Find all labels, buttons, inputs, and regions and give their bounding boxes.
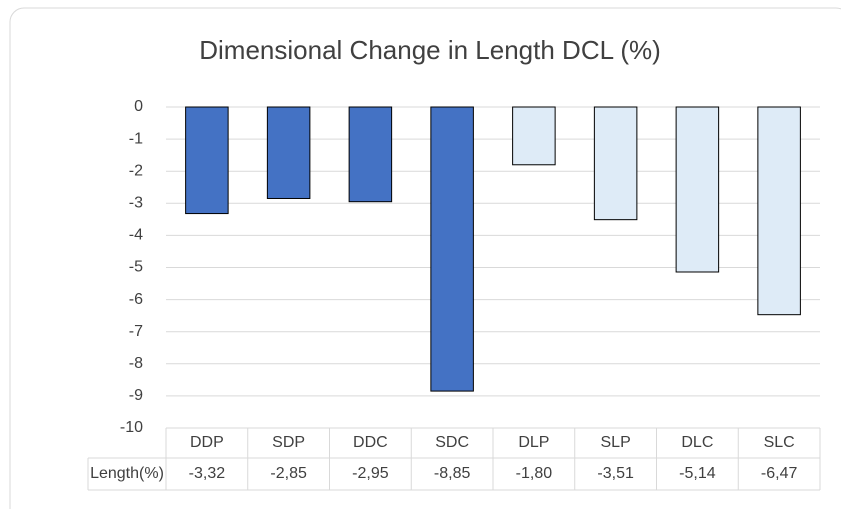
y-tick-label: -6 — [129, 291, 143, 308]
x-tick-label: SDC — [435, 434, 469, 451]
x-tick-label: DDP — [190, 434, 224, 451]
y-tick-label: -2 — [129, 162, 143, 179]
data-label: -2,95 — [352, 465, 389, 482]
bar — [675, 106, 720, 273]
data-label: -2,85 — [270, 465, 307, 482]
bar — [348, 106, 393, 203]
data-label: -8,85 — [434, 465, 471, 482]
y-tick-label: 0 — [134, 98, 143, 115]
y-tick-label: -4 — [129, 227, 143, 244]
y-tick-label: -5 — [129, 259, 143, 276]
legend-label: Length(%) — [90, 465, 164, 482]
bar — [757, 106, 801, 316]
data-label: -1,80 — [516, 465, 553, 482]
x-tick-label: SLC — [764, 434, 795, 451]
y-tick-label: -7 — [129, 323, 143, 340]
bar — [430, 106, 474, 392]
data-label: -3,32 — [189, 465, 226, 482]
bar — [185, 106, 229, 215]
bar — [266, 106, 311, 199]
y-tick-label: -8 — [129, 355, 143, 372]
bar — [593, 106, 638, 221]
y-tick-label: -3 — [129, 195, 143, 212]
data-label: -3,51 — [597, 465, 634, 482]
data-label: -6,47 — [761, 465, 798, 482]
data-label: -5,14 — [679, 465, 716, 482]
x-tick-label: SLP — [601, 434, 631, 451]
x-tick-label: DLP — [518, 434, 549, 451]
x-tick-label: DDC — [353, 434, 388, 451]
y-tick-label: -9 — [129, 387, 143, 404]
bar — [512, 106, 556, 166]
chart-title: Dimensional Change in Length DCL (%) — [199, 35, 661, 65]
y-tick-label: -10 — [120, 419, 143, 436]
y-tick-label: -1 — [129, 130, 143, 147]
x-tick-label: SDP — [272, 434, 305, 451]
x-tick-label: DLC — [681, 434, 713, 451]
